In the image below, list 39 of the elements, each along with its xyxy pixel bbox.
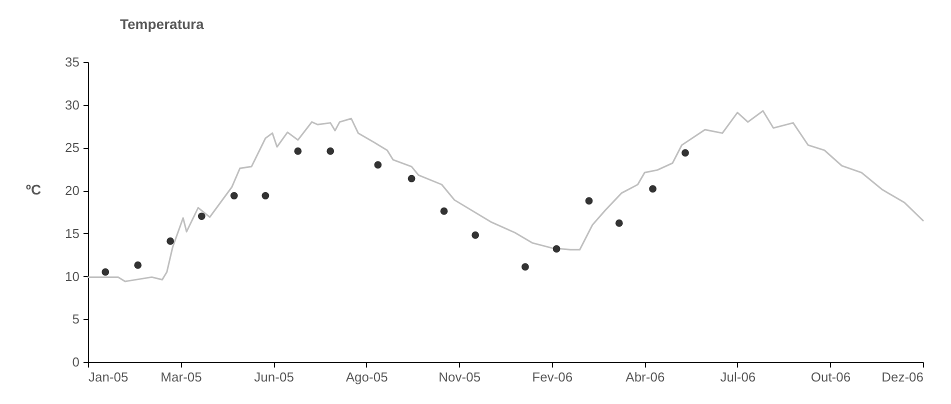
y-tick-label: 25 <box>65 140 80 156</box>
x-tick-label: Ago-05 <box>346 370 388 384</box>
point <box>440 207 448 215</box>
y-tick-label: 30 <box>65 97 80 112</box>
point <box>198 212 206 220</box>
point <box>522 263 529 271</box>
point <box>649 185 656 193</box>
point <box>552 245 560 253</box>
y-tick-label: 20 <box>65 183 80 198</box>
x-tick-label: Fev-06 <box>532 370 573 384</box>
y-tick-label: 0 <box>72 354 80 370</box>
y-tick-label: 35 <box>65 54 80 70</box>
x-tick-label: Nov-05 <box>438 370 481 384</box>
point <box>682 149 689 157</box>
x-tick-label: Mar-05 <box>160 370 202 384</box>
point <box>374 161 382 169</box>
x-tick-label: Out-06 <box>810 370 851 384</box>
y-tick-label: 5 <box>72 312 80 327</box>
y-tick-label: 10 <box>65 268 80 284</box>
point <box>408 174 416 182</box>
point <box>262 192 270 200</box>
y-tick-label: 15 <box>65 226 80 241</box>
point <box>102 268 110 276</box>
x-tick-label: Jul-06 <box>720 370 756 384</box>
x-tick-label: Jan-05 <box>88 370 128 384</box>
point <box>230 192 238 200</box>
x-tick-label: Dez-06 <box>882 370 924 384</box>
line-series <box>87 110 924 282</box>
x-tick-label: Abr-06 <box>626 370 665 384</box>
y-axis-title: ºC <box>26 182 42 198</box>
x-tick-label: Jun-05 <box>254 370 294 384</box>
chart-title: Temperatura <box>120 16 204 32</box>
point <box>326 147 334 155</box>
point <box>585 197 593 205</box>
point <box>134 261 142 269</box>
point <box>166 237 174 245</box>
point <box>294 147 302 155</box>
point <box>615 219 623 227</box>
point <box>472 231 480 239</box>
